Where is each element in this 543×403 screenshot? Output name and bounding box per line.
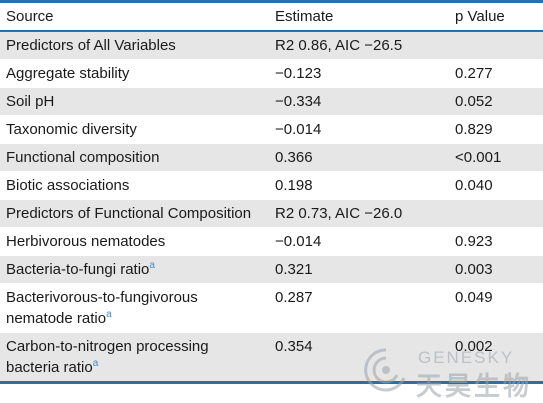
cell-source: Carbon-to-nitrogen processing bacteria r…: [0, 333, 269, 383]
table-row: Taxonomic diversity −0.014 0.829: [0, 116, 543, 144]
cell-estimate: 0.366: [275, 149, 313, 166]
source-text: Functional composition: [6, 149, 160, 166]
table-row: Functional composition 0.366 <0.001: [0, 143, 543, 172]
source-text: Predictors of Functional Composition: [6, 205, 252, 222]
table-row: Biotic associations 0.198 0.040: [0, 172, 543, 200]
cell-source: Herbivorous nematodes: [0, 228, 269, 256]
footnote-marker: a: [149, 260, 155, 271]
source-text: Bacterivorous-to-fungivorous nematode ra…: [6, 289, 198, 327]
cell-p-value: 0.040: [455, 177, 493, 194]
cell-source: Biotic associations: [0, 172, 269, 200]
cell-source: Predictors of Functional Composition: [0, 200, 269, 228]
cell-p-value: 0.829: [455, 121, 493, 138]
table-row: Predictors of Functional Composition R2 0…: [0, 199, 543, 228]
header-p-value: p Value: [455, 8, 505, 25]
cell-source: Functional composition: [0, 144, 269, 172]
source-text: Bacteria-to-fungi ratio: [6, 261, 150, 278]
table-row: Herbivorous nematodes −0.014 0.923: [0, 228, 543, 256]
cell-source: Bacterivorous-to-fungivorous nematode ra…: [0, 284, 269, 333]
cell-p-value: 0.003: [455, 261, 493, 278]
cell-p-value: [449, 200, 543, 228]
cell-p-value: 0.049: [455, 289, 493, 306]
footnote-marker: a: [106, 309, 112, 320]
cell-estimate: R2 0.73, AIC −26.0: [275, 205, 403, 222]
source-text: Aggregate stability: [6, 65, 130, 82]
cell-p-value: 0.923: [455, 233, 493, 250]
header-estimate: Estimate: [275, 8, 334, 25]
table-row: Soil pH −0.334 0.052: [0, 87, 543, 116]
table-row: Carbon-to-nitrogen processing bacteria r…: [0, 332, 543, 383]
cell-p-value: [449, 31, 543, 60]
cell-estimate: 0.354: [275, 338, 313, 355]
cell-p-value: 0.002: [455, 338, 493, 355]
cell-source: Taxonomic diversity: [0, 116, 269, 144]
table-row: Predictors of All Variables R2 0.86, AIC …: [0, 31, 543, 60]
cell-estimate: 0.198: [275, 177, 313, 194]
source-text: Taxonomic diversity: [6, 121, 137, 138]
cell-p-value: 0.052: [455, 93, 493, 110]
table-header: Source Estimate p Value: [0, 1, 543, 31]
cell-estimate: −0.014: [275, 233, 322, 250]
source-text: Carbon-to-nitrogen processing bacteria r…: [6, 338, 209, 376]
source-text: Predictors of All Variables: [6, 37, 176, 54]
cell-p-value: 0.277: [455, 65, 493, 82]
results-table: Source Estimate p Value Predictors of Al…: [0, 1, 543, 383]
source-text: Soil pH: [6, 93, 55, 110]
cell-source: Soil pH: [0, 88, 269, 116]
cell-estimate: −0.123: [275, 65, 322, 82]
table-row: Aggregate stability −0.123 0.277: [0, 60, 543, 88]
cell-source: Predictors of All Variables: [0, 31, 269, 60]
cell-source: Bacteria-to-fungi ratioa: [0, 256, 269, 284]
header-row: Source Estimate p Value: [0, 1, 543, 31]
source-text: Herbivorous nematodes: [6, 233, 166, 250]
cell-estimate: R2 0.86, AIC −26.5: [275, 37, 403, 54]
cell-estimate: −0.014: [275, 121, 322, 138]
cell-estimate: 0.287: [275, 289, 313, 306]
footnote-marker: a: [92, 358, 99, 369]
source-text: Biotic associations: [6, 177, 130, 194]
cell-source: Aggregate stability: [0, 60, 269, 88]
table-row: Bacterivorous-to-fungivorous nematode ra…: [0, 284, 543, 333]
table-body: Predictors of All Variables R2 0.86, AIC …: [0, 31, 543, 383]
cell-p-value: <0.001: [455, 149, 502, 166]
table-row: Bacteria-to-fungi ratioa 0.321 0.003: [0, 255, 543, 284]
cell-estimate: 0.321: [275, 261, 313, 278]
cell-estimate: −0.334: [275, 93, 322, 110]
header-source: Source: [6, 8, 54, 25]
